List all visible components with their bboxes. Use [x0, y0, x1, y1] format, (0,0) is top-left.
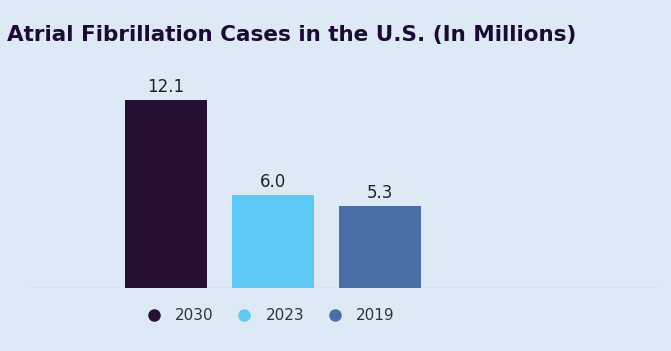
Text: Atrial Fibrillation Cases in the U.S. (In Millions): Atrial Fibrillation Cases in the U.S. (I… — [7, 25, 576, 45]
Text: 12.1: 12.1 — [147, 79, 184, 97]
Bar — [339, 206, 421, 288]
Bar — [125, 100, 207, 288]
Text: 5.3: 5.3 — [367, 184, 393, 202]
Text: 6.0: 6.0 — [260, 173, 286, 191]
Bar — [232, 195, 314, 288]
Legend: 2030, 2023, 2019: 2030, 2023, 2019 — [132, 302, 401, 330]
